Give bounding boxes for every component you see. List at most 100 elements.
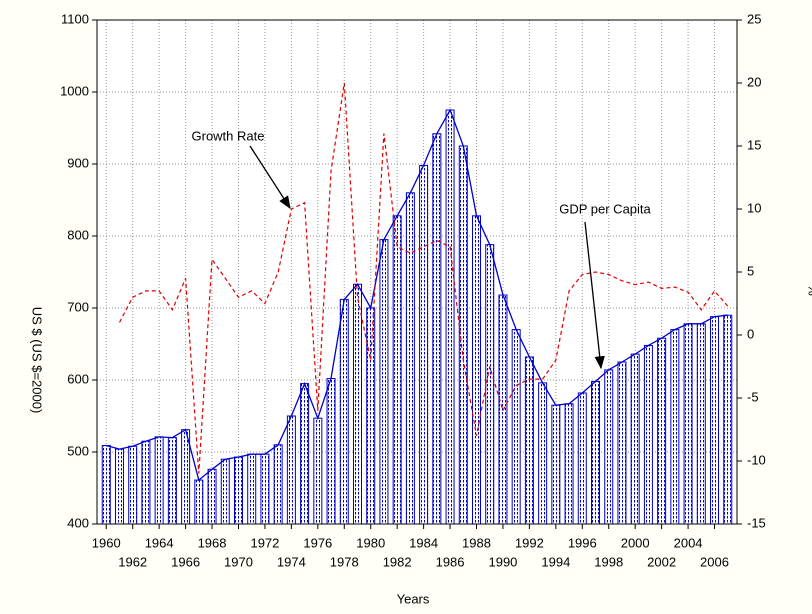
bar [141,440,151,525]
bar [445,109,455,525]
y2-tick-label: 10 [747,200,761,215]
x-tick-label: 1976 [303,535,332,550]
bar [379,239,389,525]
y-tick-label: 500 [67,443,89,458]
bar [577,392,587,525]
bar [181,429,191,525]
x-tick-label: 1982 [383,554,412,569]
x-tick-label: 1988 [462,535,491,550]
bar [220,458,230,525]
x-tick-label: 1994 [541,554,570,569]
y2-axis-label: % [806,284,812,296]
bar [352,283,362,525]
y2-tick-label: 25 [747,11,761,26]
bar [313,417,323,525]
bar [723,314,733,525]
y-tick-label: 400 [67,515,89,530]
bar [128,445,138,525]
bar [419,164,429,525]
x-tick-label: 1986 [436,554,465,569]
x-tick-label: 1978 [330,554,359,569]
bar [273,444,283,525]
y-tick-label: 700 [67,299,89,314]
x-tick-label: 1992 [515,535,544,550]
bar [683,323,693,525]
bar [472,215,482,525]
y2-tick-label: 0 [747,326,754,341]
bar [564,403,574,525]
bar [300,383,310,525]
x-tick-label: 1996 [568,535,597,550]
bar [458,145,468,525]
annotation: GDP per Capita [559,201,651,216]
x-tick-label: 1962 [118,554,147,569]
bar [630,353,640,525]
x-tick-label: 1972 [250,535,279,550]
y-tick-label: 600 [67,371,89,386]
y-tick-label: 900 [67,155,89,170]
y-axis-label: US $ (US $=2000) [30,307,45,414]
bar [233,456,243,525]
annotation-arrow [584,221,605,370]
x-axis-label: Years [397,591,430,606]
bar [326,378,336,525]
y2-tick-label: -10 [747,452,766,467]
bar [405,192,415,525]
bar [604,369,614,525]
x-tick-label: 1970 [224,554,253,569]
x-tick-label: 1966 [171,554,200,569]
x-tick-label: 2004 [674,535,703,550]
bar [524,356,534,525]
y2-tick-label: 5 [747,263,754,278]
x-tick-label: 1964 [145,535,174,550]
plot-frame [96,19,738,525]
bar [591,380,601,525]
x-tick-label: 2002 [647,554,676,569]
bar [511,329,521,525]
x-tick-label: 1998 [594,554,623,569]
y2-tick-label: 15 [747,137,761,152]
bar [670,329,680,525]
growth-line [118,82,729,474]
x-tick-label: 1968 [198,535,227,550]
bar [286,415,296,525]
bar [194,479,204,525]
bar [154,436,164,525]
bar [339,298,349,525]
y-tick-label: 1100 [61,11,89,26]
y2-tick-label: -5 [747,389,759,404]
bar [710,316,720,525]
y2-tick-label: 20 [747,74,761,89]
y-tick-label: 800 [67,227,89,242]
annotation-arrow [249,145,291,210]
bar [538,382,548,525]
bar [432,133,442,525]
x-tick-label: 1990 [488,554,517,569]
bar [696,323,706,525]
y-tick-label: 1000 [60,83,89,98]
bar-outline-line [106,108,728,482]
bar [101,445,111,525]
plot-area [97,20,737,524]
bar [392,215,402,525]
y2-tick-label: -15 [747,515,766,530]
bar [617,361,627,525]
bar [366,307,376,525]
bar [167,437,177,525]
x-tick-label: 1960 [92,535,121,550]
bar [247,453,257,525]
x-tick-label: 1980 [356,535,385,550]
bar [114,448,124,525]
bar [643,344,653,525]
x-tick-label: 2006 [700,554,729,569]
annotation: Growth Rate [192,128,265,143]
bar [260,453,270,525]
bar [657,337,667,525]
bar [207,468,217,525]
x-tick-label: 1974 [277,554,306,569]
x-tick-label: 1984 [409,535,438,550]
bar [485,244,495,525]
bar [551,404,561,525]
x-tick-label: 2000 [621,535,650,550]
